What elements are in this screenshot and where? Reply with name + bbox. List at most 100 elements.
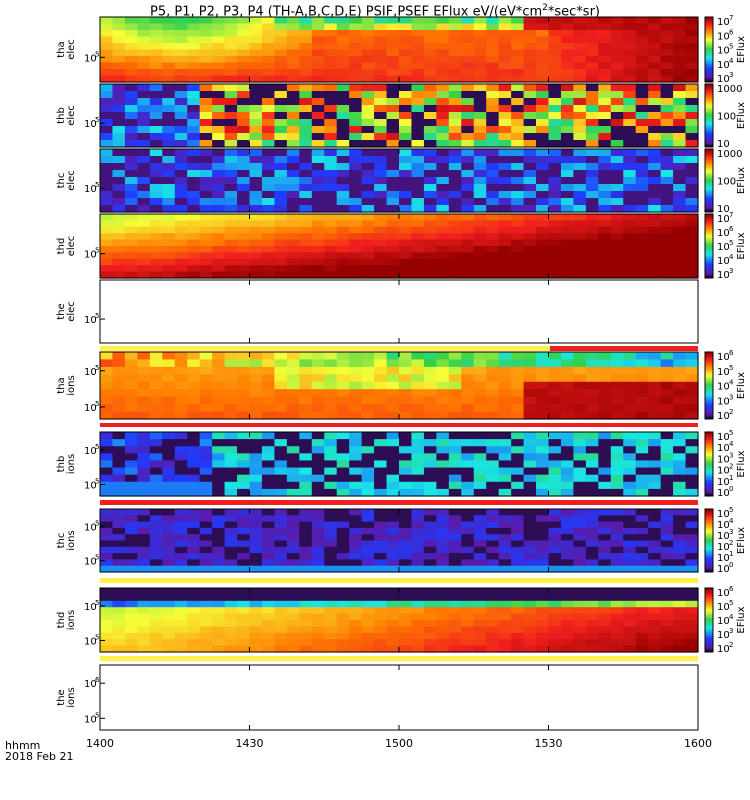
heatmap-cell bbox=[436, 75, 450, 83]
heatmap-cell bbox=[374, 389, 388, 398]
heatmap-cell bbox=[174, 540, 188, 548]
heatmap-cell bbox=[660, 233, 674, 241]
heatmap-cell bbox=[187, 453, 201, 462]
colorbar-swatch bbox=[705, 410, 713, 413]
heatmap-cell bbox=[336, 515, 350, 523]
heatmap-cell bbox=[610, 534, 624, 542]
heatmap-cell bbox=[573, 233, 587, 241]
heatmap-cell bbox=[461, 30, 475, 38]
heatmap-cell bbox=[112, 112, 126, 120]
heatmap-cell bbox=[299, 359, 313, 368]
heatmap-cell bbox=[212, 56, 226, 64]
heatmap-cell bbox=[623, 446, 637, 454]
heatmap-cell bbox=[585, 559, 599, 567]
heatmap-cell bbox=[286, 620, 300, 627]
heatmap-cell bbox=[399, 540, 413, 548]
heatmap-cell bbox=[498, 389, 512, 398]
heatmap-cell bbox=[237, 600, 251, 608]
heatmap-cell bbox=[261, 352, 276, 361]
heatmap-cell bbox=[224, 271, 238, 279]
heatmap-cell bbox=[448, 521, 462, 529]
heatmap-cell bbox=[187, 396, 201, 405]
heatmap-cell bbox=[212, 534, 226, 542]
heatmap-cell bbox=[660, 645, 674, 653]
heatmap-cell bbox=[598, 620, 612, 627]
heatmap-cell bbox=[261, 613, 276, 621]
heatmap-cell bbox=[598, 105, 612, 113]
heatmap-cell bbox=[660, 226, 674, 234]
heatmap-cell bbox=[523, 105, 537, 113]
heatmap-cell bbox=[548, 632, 562, 640]
heatmap-cell bbox=[324, 198, 338, 206]
heatmap-cell bbox=[349, 133, 363, 141]
colorbar-swatch bbox=[705, 117, 713, 120]
heatmap-cell bbox=[585, 205, 599, 213]
heatmap-cell bbox=[199, 632, 213, 640]
colorbar-swatch bbox=[705, 60, 713, 64]
heatmap-cell bbox=[112, 98, 126, 106]
heatmap-cell bbox=[336, 98, 350, 106]
heatmap-cell bbox=[386, 252, 400, 260]
heatmap-cell bbox=[187, 588, 201, 595]
heatmap-cell bbox=[174, 613, 188, 621]
heatmap-cell bbox=[511, 639, 525, 647]
heatmap-cell bbox=[461, 460, 475, 469]
heatmap-cell bbox=[610, 626, 624, 634]
heatmap-cell bbox=[199, 91, 213, 99]
heatmap-cell bbox=[461, 446, 475, 454]
heatmap-cell bbox=[199, 214, 213, 221]
heatmap-cell bbox=[112, 553, 126, 560]
colorbar-swatch bbox=[705, 239, 713, 242]
heatmap-cell bbox=[124, 467, 138, 476]
heatmap-cell bbox=[324, 374, 338, 383]
heatmap-cell bbox=[648, 177, 662, 185]
heatmap-cell bbox=[274, 515, 288, 523]
heatmap-cell bbox=[461, 488, 475, 497]
heatmap-cell bbox=[511, 515, 525, 523]
heatmap-cell bbox=[187, 98, 201, 106]
heatmap-cell bbox=[137, 432, 151, 440]
heatmap-cell bbox=[560, 191, 575, 199]
heatmap-cell bbox=[261, 198, 276, 206]
heatmap-cell bbox=[523, 521, 537, 529]
heatmap-cell bbox=[112, 467, 126, 476]
colorbar-swatch bbox=[705, 222, 713, 225]
heatmap-cell bbox=[174, 594, 188, 602]
separator-stripe bbox=[100, 656, 698, 661]
heatmap-cell bbox=[610, 481, 624, 490]
colorbar-swatch bbox=[705, 202, 713, 205]
heatmap-cell bbox=[623, 62, 637, 70]
heatmap-cell bbox=[212, 133, 226, 141]
heatmap-cell bbox=[411, 214, 425, 221]
colorbar-swatch bbox=[705, 489, 713, 492]
heatmap-cell bbox=[299, 439, 313, 447]
heatmap-cell bbox=[261, 404, 276, 413]
heatmap-cell bbox=[174, 366, 188, 375]
heatmap-cell bbox=[461, 540, 475, 548]
heatmap-cell bbox=[523, 639, 537, 647]
colorbar-swatch bbox=[705, 462, 713, 465]
heatmap-cell bbox=[249, 509, 263, 516]
heatmap-cell bbox=[162, 163, 176, 171]
colorbar-tick-exponent: 4 bbox=[729, 517, 734, 525]
colorbar-swatch bbox=[705, 610, 713, 613]
heatmap-cell bbox=[286, 205, 300, 213]
heatmap-cell bbox=[436, 381, 450, 390]
heatmap-cell bbox=[386, 527, 400, 535]
heatmap-cell bbox=[423, 432, 437, 440]
colorbar-swatch bbox=[705, 385, 713, 388]
heatmap-cell bbox=[560, 534, 575, 542]
colorbar-swatch bbox=[705, 486, 713, 489]
panel-species-label: ions bbox=[66, 687, 77, 707]
heatmap-cell bbox=[237, 205, 251, 213]
heatmap-cell bbox=[174, 600, 188, 608]
heatmap-cell bbox=[374, 252, 388, 260]
heatmap-cell bbox=[286, 43, 300, 51]
heatmap-cell bbox=[174, 252, 188, 260]
heatmap-cell bbox=[473, 184, 487, 192]
heatmap-cell bbox=[124, 374, 138, 383]
heatmap-cell bbox=[610, 446, 624, 454]
heatmap-cell bbox=[411, 404, 425, 413]
heatmap-cell bbox=[187, 559, 201, 567]
heatmap-cell bbox=[511, 411, 525, 420]
